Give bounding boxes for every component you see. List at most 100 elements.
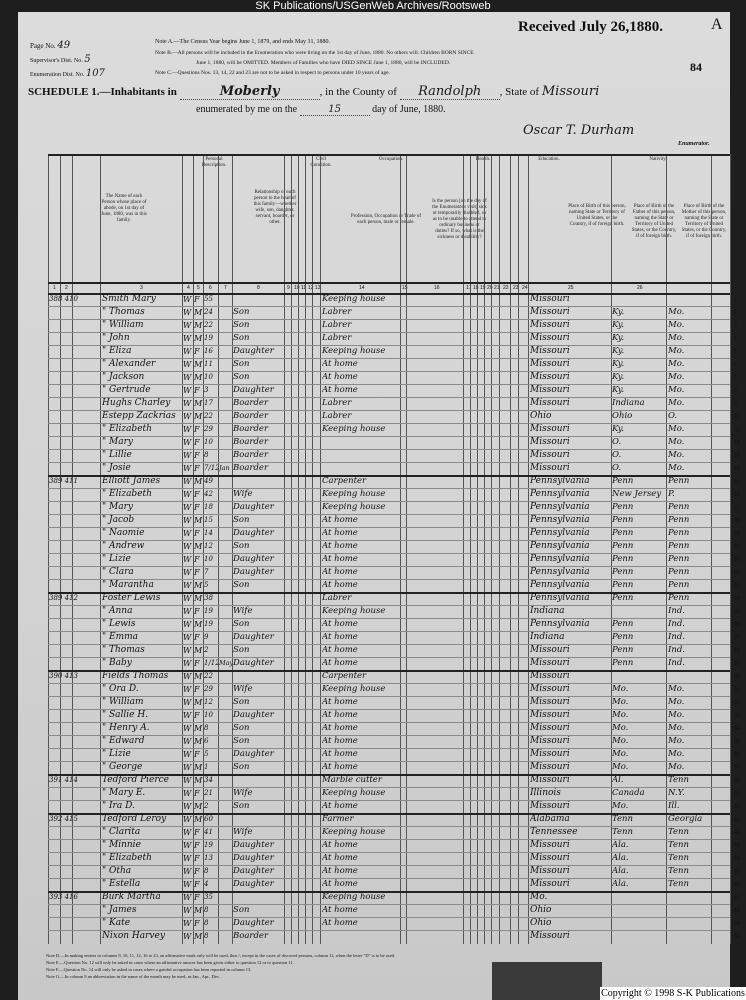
birthplace: Missouri	[530, 385, 570, 395]
birthplace: Missouri	[530, 775, 570, 785]
column-rule	[711, 154, 712, 944]
birthplace: Missouri	[530, 840, 570, 850]
relationship: Son	[233, 762, 250, 772]
age: 17	[204, 399, 213, 407]
mother-birthplace: Mo.	[668, 437, 685, 447]
age: 18	[204, 503, 213, 511]
line-number: 21	[734, 557, 740, 563]
color: W	[183, 373, 192, 382]
header-occupation-desc: Profession, Occupation or Trade of each …	[350, 214, 422, 225]
line-number: 32	[734, 700, 740, 706]
color: W	[183, 724, 192, 733]
header-name: The Name of each Person whose place of a…	[101, 194, 147, 223]
age: 8	[204, 867, 209, 875]
color: W	[183, 893, 192, 902]
person-name: " Ira D.	[102, 801, 135, 811]
sex: M	[194, 321, 203, 330]
line-number: 39	[734, 791, 740, 797]
color: W	[183, 412, 192, 421]
sex: F	[194, 503, 200, 512]
column-rule	[463, 154, 464, 944]
header-nativity: Nativity.	[649, 157, 667, 162]
line-number: 36	[734, 752, 740, 758]
mother-birthplace: Tenn	[668, 866, 689, 876]
age: 7	[204, 568, 209, 576]
father-birthplace: Ala.	[612, 840, 629, 850]
color: W	[183, 776, 192, 785]
occupation: Keeping house	[322, 294, 386, 304]
person-name: " Lizie	[102, 749, 131, 759]
age: 19	[204, 620, 213, 628]
mother-birthplace: Mo.	[668, 450, 685, 460]
mother-birthplace: Mo.	[668, 684, 685, 694]
state-label: , State of	[499, 86, 540, 98]
occupation: At home	[322, 879, 358, 889]
line-number: 30	[734, 674, 740, 680]
relationship: Son	[233, 333, 250, 343]
birthplace: Mo.	[530, 892, 548, 902]
line-number: 13	[734, 453, 740, 459]
birthplace: Indiana	[530, 606, 565, 616]
row-rule	[48, 462, 730, 463]
relationship: Daughter	[233, 502, 274, 512]
column-rule	[666, 154, 667, 944]
occupation: Farmer	[322, 814, 354, 824]
sex: F	[194, 750, 200, 759]
relationship: Daughter	[233, 840, 274, 850]
row-rule	[48, 761, 730, 762]
relationship: Son	[233, 320, 250, 330]
father-birthplace: Ohio	[612, 411, 633, 421]
birthplace: Pennsylvania	[530, 593, 590, 603]
relationship: Daughter	[233, 658, 274, 668]
color: W	[183, 880, 192, 889]
age: 11	[204, 360, 213, 368]
age: 41	[204, 828, 213, 836]
person-name: Smith Mary	[102, 294, 156, 304]
birthplace: Pennsylvania	[530, 619, 590, 629]
relationship: Boarder	[233, 931, 269, 941]
birthplace: Missouri	[530, 671, 570, 681]
line-number: 37	[734, 765, 740, 771]
person-name: Tedford Leroy	[102, 814, 167, 824]
sex: F	[194, 685, 200, 694]
person-name: " Clarita	[102, 827, 141, 837]
father-birthplace: Ky.	[612, 346, 625, 356]
line-number: 45	[734, 869, 740, 875]
row-rule	[48, 722, 730, 723]
color: W	[183, 464, 192, 473]
sex: M	[194, 516, 203, 525]
row-rule	[48, 683, 730, 684]
father-birthplace: Penn	[612, 632, 634, 642]
father-birthplace: Penn	[612, 645, 634, 655]
person-name: " Elizabeth	[102, 489, 152, 499]
column-number: 14	[359, 285, 365, 291]
father-birthplace: Penn	[612, 554, 634, 564]
line-number: 27	[734, 635, 740, 641]
father-birthplace: Penn	[612, 580, 634, 590]
line-number: 41	[734, 817, 740, 823]
color: W	[183, 659, 192, 668]
father-birthplace: Mo.	[612, 762, 629, 772]
column-rule	[484, 154, 485, 944]
occupation: At home	[322, 554, 358, 564]
relationship: Son	[233, 619, 250, 629]
person-name: Nixon Harvey	[102, 931, 165, 941]
father-birthplace: New Jersey	[612, 489, 662, 499]
person-name: " Mary E.	[102, 788, 146, 798]
color: W	[183, 503, 192, 512]
person-name: " William	[102, 320, 144, 330]
sex: F	[194, 867, 200, 876]
sex: F	[194, 841, 200, 850]
row-rule	[48, 397, 730, 398]
column-rule	[518, 154, 519, 944]
father-birthplace: Ala.	[612, 879, 629, 889]
row-rule	[48, 800, 730, 801]
mother-birthplace: Mo.	[668, 398, 685, 408]
mother-birthplace: Mo.	[668, 723, 685, 733]
relationship: Boarder	[233, 437, 269, 447]
row-rule	[48, 878, 730, 879]
sex: M	[194, 724, 203, 733]
mother-birthplace: Tenn	[668, 840, 689, 850]
color: W	[183, 425, 192, 434]
person-name: " Jackson	[102, 372, 145, 382]
